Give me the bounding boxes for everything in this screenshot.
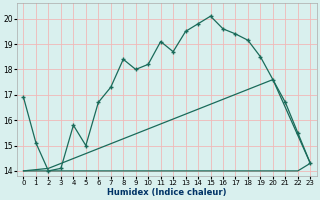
- X-axis label: Humidex (Indice chaleur): Humidex (Indice chaleur): [107, 188, 227, 197]
